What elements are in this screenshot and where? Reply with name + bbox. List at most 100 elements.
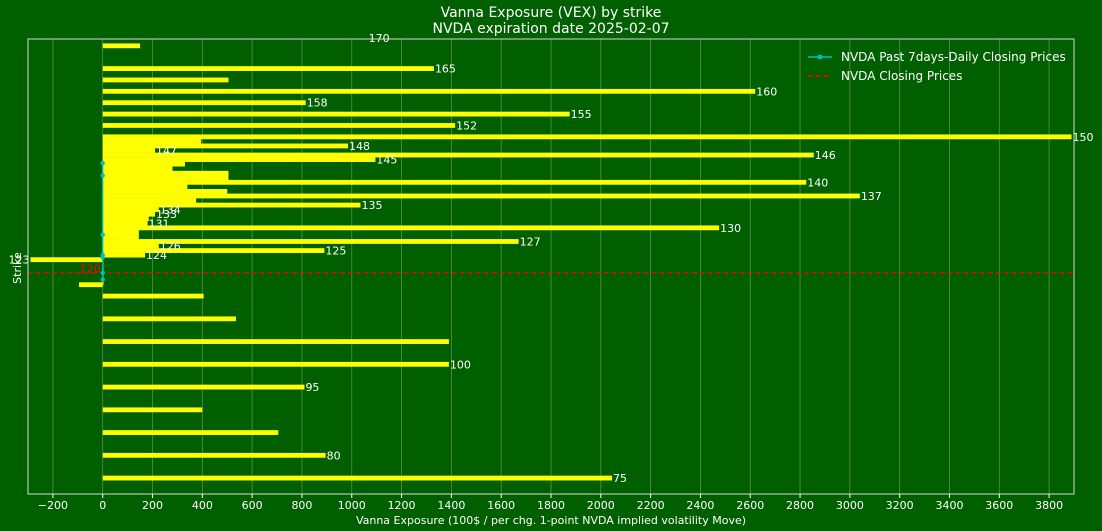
vex-bar — [102, 316, 236, 322]
x-tick-label: 3400 — [935, 499, 963, 512]
vex-bar — [102, 138, 202, 144]
vex-bar — [102, 179, 807, 185]
bar-value-label: 80 — [327, 449, 341, 462]
x-tick-label: 1200 — [388, 499, 416, 512]
x-tick-label: 200 — [142, 499, 163, 512]
vex-bar — [102, 234, 139, 240]
vex-bar — [102, 157, 376, 162]
vex-bar — [102, 430, 279, 435]
past-price-point — [100, 252, 105, 258]
x-tick-label: −200 — [38, 499, 68, 512]
vex-bar — [102, 184, 188, 190]
vex-bars — [30, 43, 1072, 481]
x-tick-label: 3000 — [836, 499, 864, 512]
bar-value-label: 140 — [807, 176, 828, 189]
vex-bar — [102, 207, 159, 213]
y-axis-label: Strike — [11, 252, 24, 284]
x-tick-label: 1000 — [338, 499, 366, 512]
vex-bar — [102, 170, 229, 176]
bar-value-label: 130 — [720, 222, 741, 235]
vex-bar — [102, 166, 173, 172]
vex-bar — [102, 152, 814, 158]
x-axis-label: Vanna Exposure (100$ / per chg. 1-point … — [356, 514, 746, 527]
vex-bar — [102, 361, 449, 367]
vex-bar — [102, 88, 756, 94]
bar-value-label: 126 — [160, 240, 181, 253]
vex-bar — [102, 475, 613, 481]
vex-bar — [102, 452, 326, 458]
vex-bar — [102, 407, 203, 413]
vex-bar — [102, 225, 720, 231]
vex-bar — [102, 161, 185, 167]
vex-bar — [102, 252, 146, 258]
vex-bar — [102, 339, 449, 344]
x-tick-label: 2800 — [786, 499, 814, 512]
legend-label-past-prices: NVDA Past 7days-Daily Closing Prices — [841, 50, 1066, 64]
bar-value-label: 155 — [571, 108, 592, 121]
bar-value-label: 147 — [156, 144, 177, 157]
bar-value-label: 152 — [456, 119, 477, 132]
vex-bar — [102, 43, 141, 49]
closing-price-line-group — [28, 161, 1074, 282]
x-tick-label: 800 — [291, 499, 312, 512]
bar-value-label: 170 — [369, 32, 390, 45]
bar-value-label: 150 — [1073, 131, 1094, 144]
x-tick-label: 1400 — [437, 499, 465, 512]
vex-bar — [102, 248, 325, 253]
vex-bar — [30, 257, 103, 263]
x-tick-label: 3200 — [886, 499, 914, 512]
past-price-point — [100, 270, 105, 276]
bar-value-label: 95 — [305, 381, 319, 394]
vex-bar — [102, 100, 306, 106]
past-price-point — [100, 232, 105, 237]
vex-bar — [102, 384, 305, 390]
x-tick-label: 2400 — [686, 499, 714, 512]
vex-bar — [102, 202, 361, 208]
vex-bar — [102, 148, 156, 153]
bar-value-label: 75 — [613, 472, 627, 485]
bar-value-label: 146 — [815, 149, 836, 162]
vex-bar — [102, 216, 149, 222]
vex-bar — [79, 282, 103, 288]
vex-bar — [102, 293, 204, 299]
chart-subtitle: NVDA expiration date 2025-02-07 — [432, 21, 669, 37]
x-tick-label: 0 — [99, 499, 106, 512]
vex-bar — [102, 134, 1072, 140]
past-price-point — [100, 161, 105, 166]
x-tick-label: 2000 — [587, 499, 615, 512]
bar-value-label: 120 — [80, 262, 101, 275]
vex-bar — [102, 243, 159, 249]
x-tick-label: 3600 — [985, 499, 1013, 512]
legend-label-closing-price: NVDA Closing Prices — [841, 69, 962, 83]
vex-bar — [102, 66, 434, 71]
chart-title: Vanna Exposure (VEX) by strike — [441, 5, 662, 21]
bar-value-label: 131 — [149, 217, 170, 230]
bar-value-label: 125 — [325, 245, 346, 258]
vex-bar — [102, 239, 519, 244]
vex-bar — [102, 123, 456, 128]
x-tick-label: 600 — [242, 499, 263, 512]
bar-value-label: 100 — [450, 358, 471, 371]
bar-value-label: 145 — [376, 154, 397, 167]
bar-value-label: 135 — [361, 199, 382, 212]
x-axis-ticks: −200 0 200 400 600 800 1000 1200 1400 1600 1800 200… — [38, 494, 1063, 512]
past-price-point — [100, 173, 105, 178]
vex-bar — [102, 193, 860, 199]
vex-bar — [102, 77, 229, 83]
vex-bar — [102, 111, 570, 117]
bar-value-label: 137 — [861, 190, 882, 203]
bar-value-label: 165 — [435, 63, 456, 76]
vex-bar — [102, 229, 139, 235]
vex-bar — [102, 211, 156, 217]
legend-price-dot-marker — [817, 54, 823, 60]
x-tick-label: 1800 — [537, 499, 565, 512]
bar-value-label: 148 — [349, 140, 370, 153]
bar-value-label: 123 — [8, 254, 29, 267]
x-tick-label: 2600 — [736, 499, 764, 512]
vex-bar — [102, 189, 228, 194]
bar-value-label: 127 — [520, 235, 541, 248]
x-tick-label: 3800 — [1035, 499, 1063, 512]
bar-value-label: 158 — [307, 97, 328, 110]
legend: NVDA Past 7days-Daily Closing Prices NVD… — [808, 50, 1066, 83]
